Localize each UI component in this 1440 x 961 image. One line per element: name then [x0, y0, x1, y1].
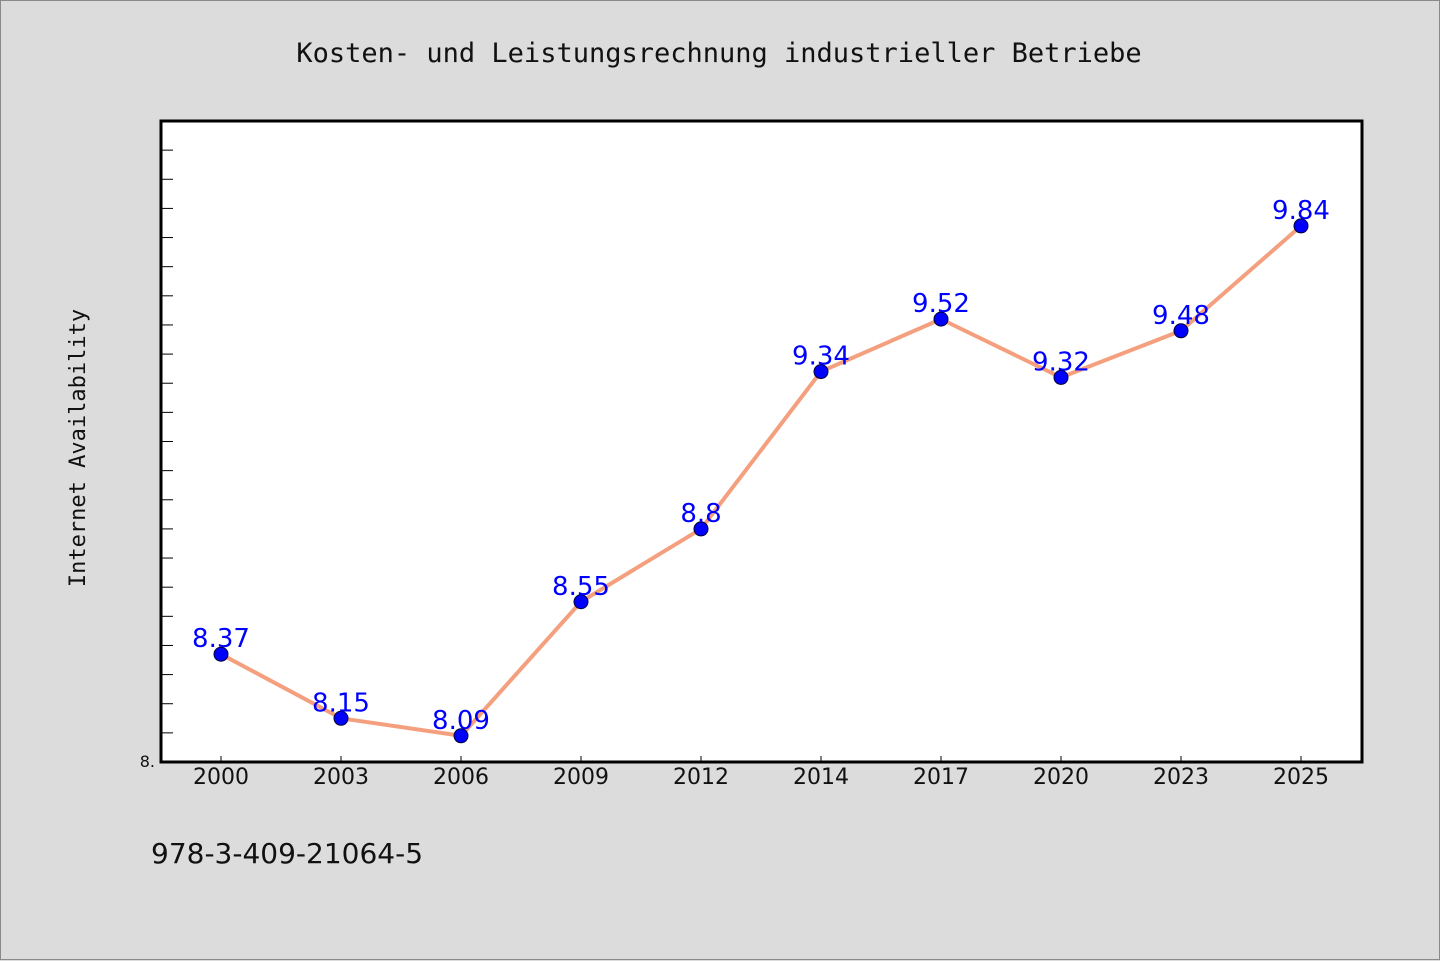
data-point-2000 — [213, 646, 229, 662]
data-label-2006: 8.09 — [432, 706, 490, 736]
data-point-2014 — [813, 364, 829, 380]
data-label-2020: 9.32 — [1032, 347, 1090, 377]
x-axis-ticks: 2000 2003 2006 2009 2012 2014 2017 2020 2023 2025 — [193, 756, 1329, 790]
series-line-group: 8.37 8.15 8.09 8.55 8.8 9.34 9.52 9.32 9.48 9.84 — [192, 196, 1330, 744]
data-point-2017 — [933, 311, 949, 327]
x-tick-label-2009: 2009 — [553, 765, 609, 790]
x-tick-label-2012: 2012 — [673, 765, 729, 790]
data-point-2020 — [1053, 369, 1069, 385]
x-tick-label-2017: 2017 — [913, 765, 969, 790]
x-tick-label-2000: 2000 — [193, 765, 249, 790]
data-point-2025 — [1293, 218, 1309, 234]
x-tick-label-2006: 2006 — [433, 765, 489, 790]
y-axis-ticks — [161, 149, 173, 734]
y-axis-label: Internet Availability — [66, 309, 91, 587]
data-point-2006 — [453, 728, 469, 744]
data-label-2003: 8.15 — [312, 688, 370, 718]
data-point-2003 — [333, 710, 349, 726]
data-label-2000: 8.37 — [192, 624, 250, 654]
data-label-2014: 9.34 — [792, 342, 850, 372]
data-label-2012: 8.8 — [680, 499, 721, 529]
x-tick-label-2025: 2025 — [1273, 765, 1329, 790]
series-line — [220, 224, 1303, 738]
data-label-2025: 9.84 — [1272, 196, 1330, 226]
data-point-2012 — [693, 521, 709, 537]
chart-title: Kosten- und Leistungsrechnung industriel… — [296, 38, 1141, 69]
data-point-2009 — [573, 594, 589, 610]
x-tick-label-2003: 2003 — [313, 765, 369, 790]
x-tick-label-2020: 2020 — [1033, 765, 1089, 790]
data-label-2023: 9.48 — [1152, 301, 1210, 331]
data-label-2009: 8.55 — [552, 572, 610, 602]
plot-area — [159, 119, 1364, 764]
data-point-2023 — [1173, 323, 1189, 339]
footer-isbn: 978-3-409-21064-5 — [151, 837, 423, 870]
x-tick-label-2014: 2014 — [793, 765, 849, 790]
data-label-2017: 9.52 — [912, 289, 970, 319]
y-axis-min-label: 8. — [140, 752, 155, 771]
x-tick-label-2023: 2023 — [1153, 765, 1209, 790]
